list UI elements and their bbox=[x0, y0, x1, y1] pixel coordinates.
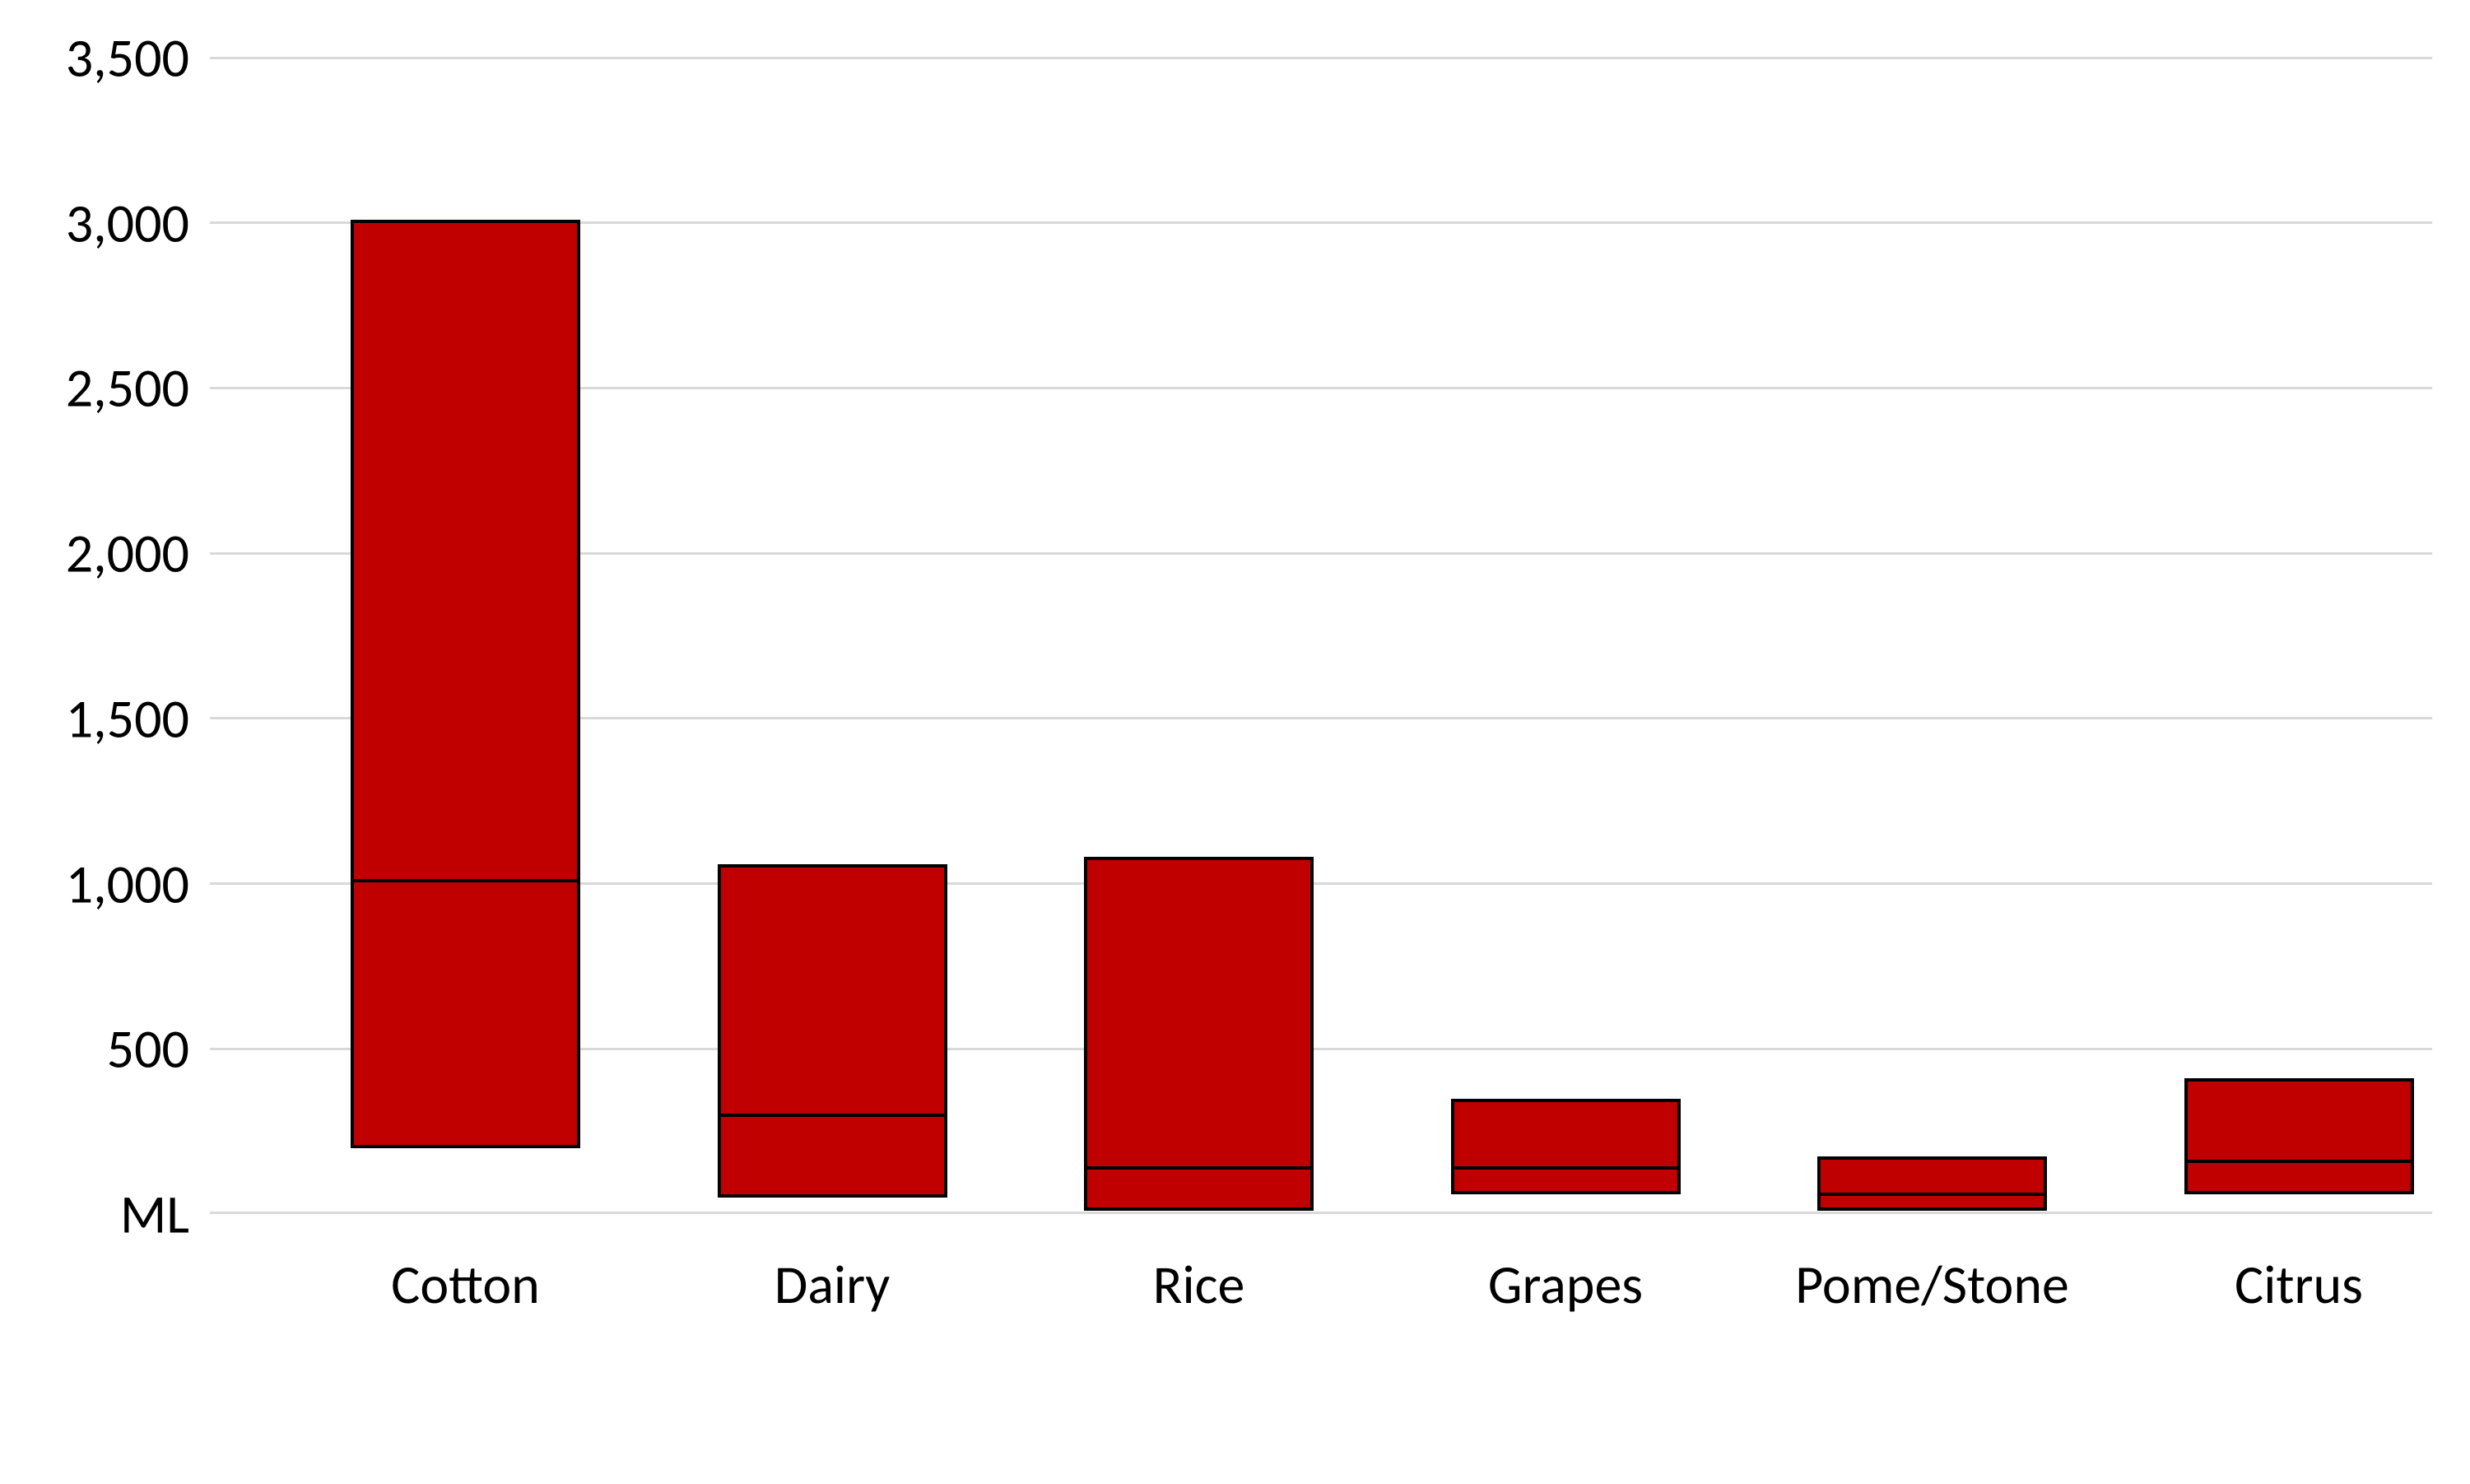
box-dairy bbox=[718, 58, 947, 1214]
x-tick-label: Grapes bbox=[1488, 1251, 1643, 1318]
x-tick-label: Rice bbox=[1153, 1251, 1245, 1318]
y-tick-label: 2,000 bbox=[0, 520, 189, 587]
box-citrus bbox=[2184, 58, 2414, 1214]
plot-area bbox=[210, 58, 2432, 1214]
box-rice bbox=[1084, 58, 1314, 1214]
y-tick-label: 3,500 bbox=[0, 25, 189, 91]
x-tick-label: Pome/Stone bbox=[1795, 1251, 2069, 1318]
box-body bbox=[1817, 1156, 2047, 1211]
y-tick-label: 1,000 bbox=[0, 850, 189, 917]
x-tick-label: Citrus bbox=[2235, 1251, 2363, 1318]
median-line bbox=[718, 1114, 947, 1117]
box-body bbox=[718, 864, 947, 1198]
y-tick-label: ML bbox=[0, 1181, 189, 1248]
median-line bbox=[1817, 1193, 2047, 1196]
box-body bbox=[351, 220, 580, 1148]
median-line bbox=[1451, 1166, 1681, 1170]
y-tick-label: 1,500 bbox=[0, 685, 189, 751]
chart-container: ML 500 1,000 1,500 2,000 2,500 3,000 3,500 Cott… bbox=[0, 0, 2470, 1484]
y-tick-label: 3,000 bbox=[0, 189, 189, 256]
box-pome-stone bbox=[1817, 58, 2047, 1214]
x-tick-label: Dairy bbox=[774, 1251, 891, 1318]
box-body bbox=[2184, 1078, 2414, 1194]
y-tick-label: 2,500 bbox=[0, 355, 189, 421]
box-body bbox=[1084, 857, 1314, 1211]
box-cotton bbox=[351, 58, 580, 1214]
median-line bbox=[2184, 1160, 2414, 1163]
box-grapes bbox=[1451, 58, 1681, 1214]
x-tick-label: Cotton bbox=[391, 1251, 540, 1318]
median-line bbox=[1084, 1166, 1314, 1170]
y-tick-label: 500 bbox=[0, 1016, 189, 1082]
median-line bbox=[351, 879, 580, 882]
box-body bbox=[1451, 1099, 1681, 1194]
